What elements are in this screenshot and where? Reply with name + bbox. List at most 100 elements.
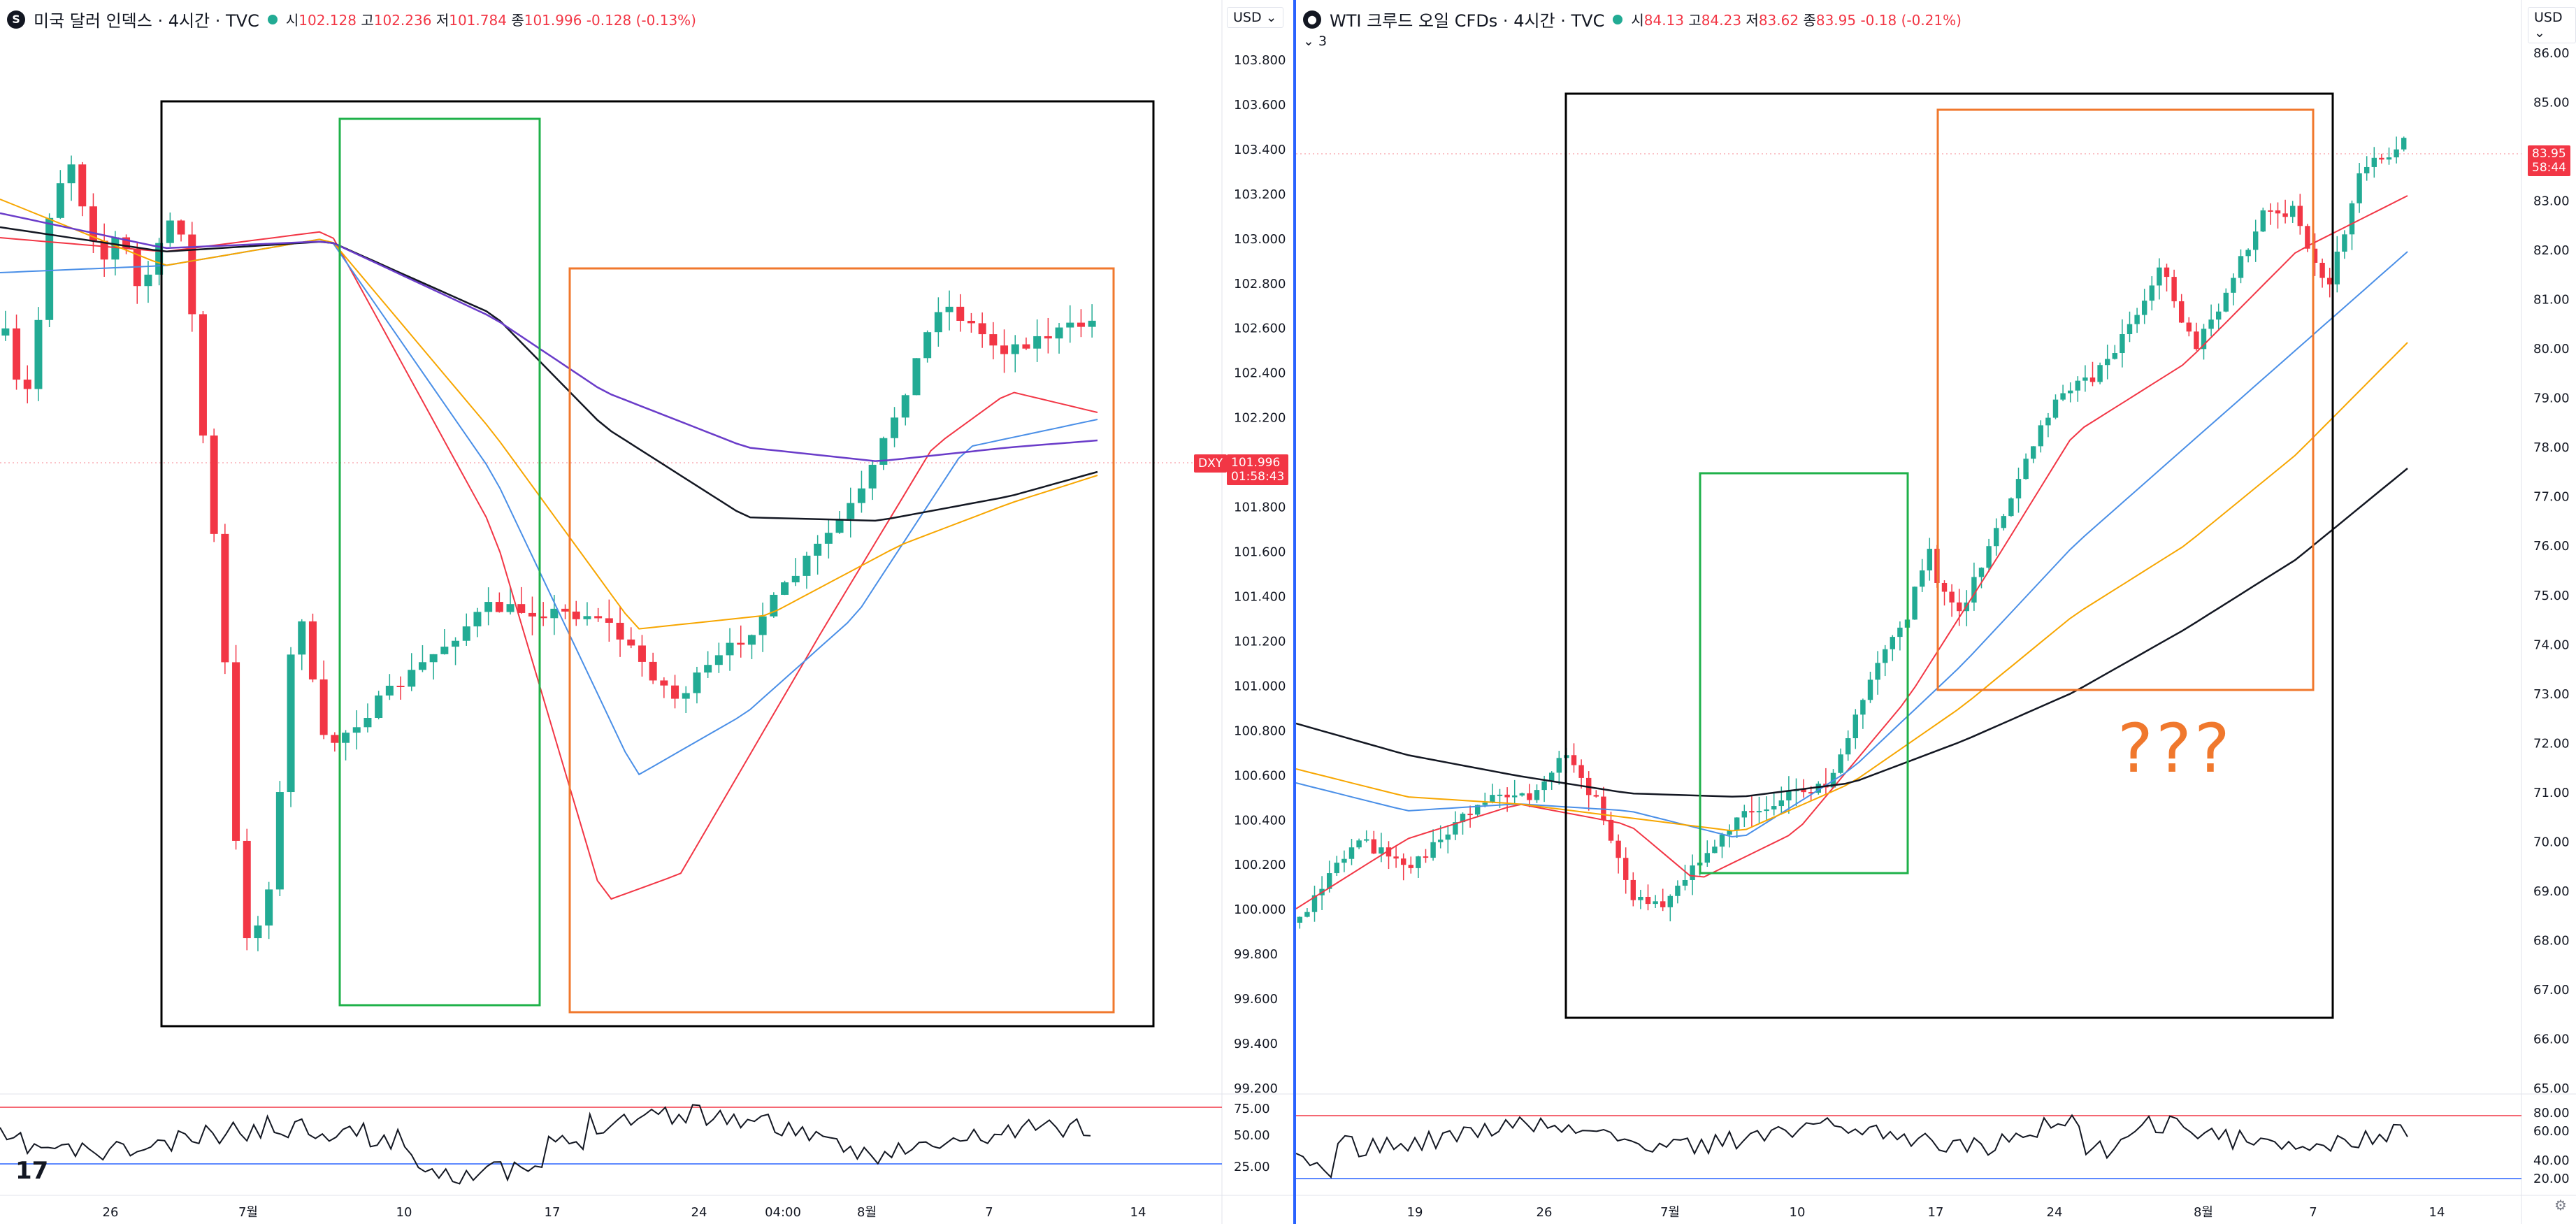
dxy-candle: [56, 183, 64, 218]
tradingview-logo-icon[interactable]: 17: [15, 1157, 49, 1185]
wti-candle: [1786, 791, 1792, 801]
wti-candle: [1978, 568, 1985, 577]
dxy-candle: [385, 685, 394, 696]
wti-ohlc: 시84.13 고84.23 저83.62 종83.95 -0.18 (-0.21…: [1631, 12, 1962, 29]
dxy-chart-canvas[interactable]: 103.800 103.600 103.400 103.200 103.000 102.8…: [0, 0, 1293, 1224]
dxy-time-tick: 26: [103, 1205, 119, 1220]
dxy-price-tick: 101.800: [1234, 501, 1286, 515]
dxy-candle: [254, 925, 262, 939]
dxy-candle: [1066, 322, 1074, 328]
wti-candle: [1927, 549, 1933, 571]
dxy-candle: [45, 217, 54, 320]
dxy-candle: [13, 328, 21, 380]
dxy-candle: [704, 665, 712, 673]
wti-candle: [1460, 814, 1466, 823]
dxy-candle: [1022, 344, 1030, 349]
wti-candle: [2231, 278, 2236, 293]
dxy-candle: [660, 680, 668, 686]
dxy-chart-pane[interactable]: 103.800 103.600 103.400 103.200 103.000 102.8…: [0, 0, 1293, 1224]
dxy-candle: [1, 328, 10, 336]
dxy-candle: [1077, 322, 1085, 327]
wti-candle: [2060, 393, 2066, 400]
wti-currency-select[interactable]: USD ⌄: [2528, 7, 2576, 43]
wti-candle: [2334, 251, 2340, 285]
gear-icon[interactable]: ⚙: [2554, 1197, 2567, 1214]
wti-candle: [1808, 792, 1814, 794]
dxy-price-tick: 100.000: [1234, 902, 1286, 917]
wti-candle: [1608, 819, 1614, 841]
dxy-candle: [440, 647, 449, 654]
dxy-title[interactable]: 미국 달러 인덱스 · 4시간 · TVC: [34, 11, 259, 31]
wti-time-tick: 26: [1537, 1205, 1553, 1220]
dxy-candle: [122, 237, 131, 249]
dxy-legend: S 미국 달러 인덱스 · 4시간 · TVC 시102.128 고102.23…: [7, 7, 696, 31]
ma-blue-line: [0, 238, 1098, 776]
dxy-candle: [1011, 344, 1019, 354]
wti-candle: [2208, 319, 2214, 329]
question-annotation[interactable]: ???: [2117, 710, 2233, 788]
wti-candle: [2319, 262, 2325, 278]
dxy-last-price-tag: 101.996 01:58:43: [1227, 454, 1289, 485]
rsi-line: [1296, 1114, 2408, 1179]
dxy-price-tick: 100.600: [1234, 768, 1286, 783]
dxy-candle: [144, 274, 152, 287]
wti-candle: [1734, 817, 1740, 831]
wti-candle: [2141, 301, 2147, 315]
dxy-price-tick: 99.600: [1234, 992, 1278, 1007]
indicator-collapse-button[interactable]: ⌄ 3: [1303, 34, 1327, 49]
dxy-candle: [473, 612, 482, 627]
wti-candle: [1741, 811, 1748, 818]
wti-candle: [1453, 822, 1458, 835]
dxy-candle: [67, 164, 75, 184]
dxy-candle: [956, 306, 965, 321]
wti-chart-canvas[interactable]: 86.0085.0084.0083.0082.0081.0080.0079.00…: [1296, 0, 2576, 1224]
wti-title[interactable]: WTI 크루드 오일 CFDs · 4시간 · TVC: [1330, 11, 1605, 31]
wti-candle: [2127, 324, 2133, 335]
dxy-candle: [891, 417, 899, 438]
wti-candle: [1675, 886, 1681, 896]
wti-candle: [1941, 582, 1948, 592]
dxy-time-tick: 17: [545, 1205, 561, 1220]
dxy-candle: [912, 358, 921, 396]
rsi-tick: 40.00: [2533, 1153, 2570, 1168]
green-box-drawing: [338, 117, 541, 1007]
wti-candle: [2001, 516, 2007, 528]
dxy-currency-select[interactable]: USD ⌄: [1227, 7, 1283, 28]
wti-candle: [2194, 331, 2199, 350]
dxy-candle: [879, 438, 888, 465]
wti-candle: [2268, 210, 2273, 212]
wti-candle: [2075, 380, 2081, 391]
wti-candle: [2371, 157, 2377, 167]
wti-candle: [1616, 840, 1621, 858]
wti-candle: [1890, 637, 1896, 649]
dxy-candle: [1088, 320, 1096, 327]
wti-price-tick: 80.00: [2533, 342, 2570, 357]
dxy-candle: [188, 234, 196, 315]
dxy-candle: [78, 164, 87, 207]
rsi-tick: 50.00: [1234, 1128, 1270, 1143]
dxy-price-tick: 99.800: [1234, 947, 1278, 962]
rsi-tick: 25.00: [1234, 1160, 1270, 1174]
dxy-candle: [89, 206, 97, 241]
dxy-candle: [429, 654, 438, 663]
dxy-time-tick: 10: [396, 1205, 412, 1220]
wti-candle: [1534, 790, 1540, 800]
dxy-candle: [945, 306, 954, 312]
wti-chart-pane[interactable]: 86.0085.0084.0083.0082.0081.0080.0079.00…: [1293, 0, 2576, 1224]
dxy-candle: [594, 616, 603, 619]
dxy-price-tick: 101.400: [1234, 589, 1286, 604]
wti-candle: [2120, 334, 2125, 354]
rsi-tick: 80.00: [2533, 1106, 2570, 1121]
dxy-price-tick: 102.200: [1234, 411, 1286, 426]
dxy-candle: [824, 533, 833, 544]
dxy-price-tick: 103.400: [1234, 143, 1286, 157]
wti-candle: [1956, 602, 1962, 612]
wti-candle: [2326, 278, 2333, 285]
wti-candle: [1622, 858, 1629, 880]
wti-candle: [2097, 365, 2103, 382]
dxy-candle: [375, 695, 383, 719]
dxy-ohlc: 시102.128 고102.236 저101.784 종101.996 -0.1…: [285, 12, 696, 29]
wti-candle: [1416, 856, 1421, 868]
wti-candle: [1400, 858, 1406, 865]
dxy-candle: [34, 319, 43, 389]
